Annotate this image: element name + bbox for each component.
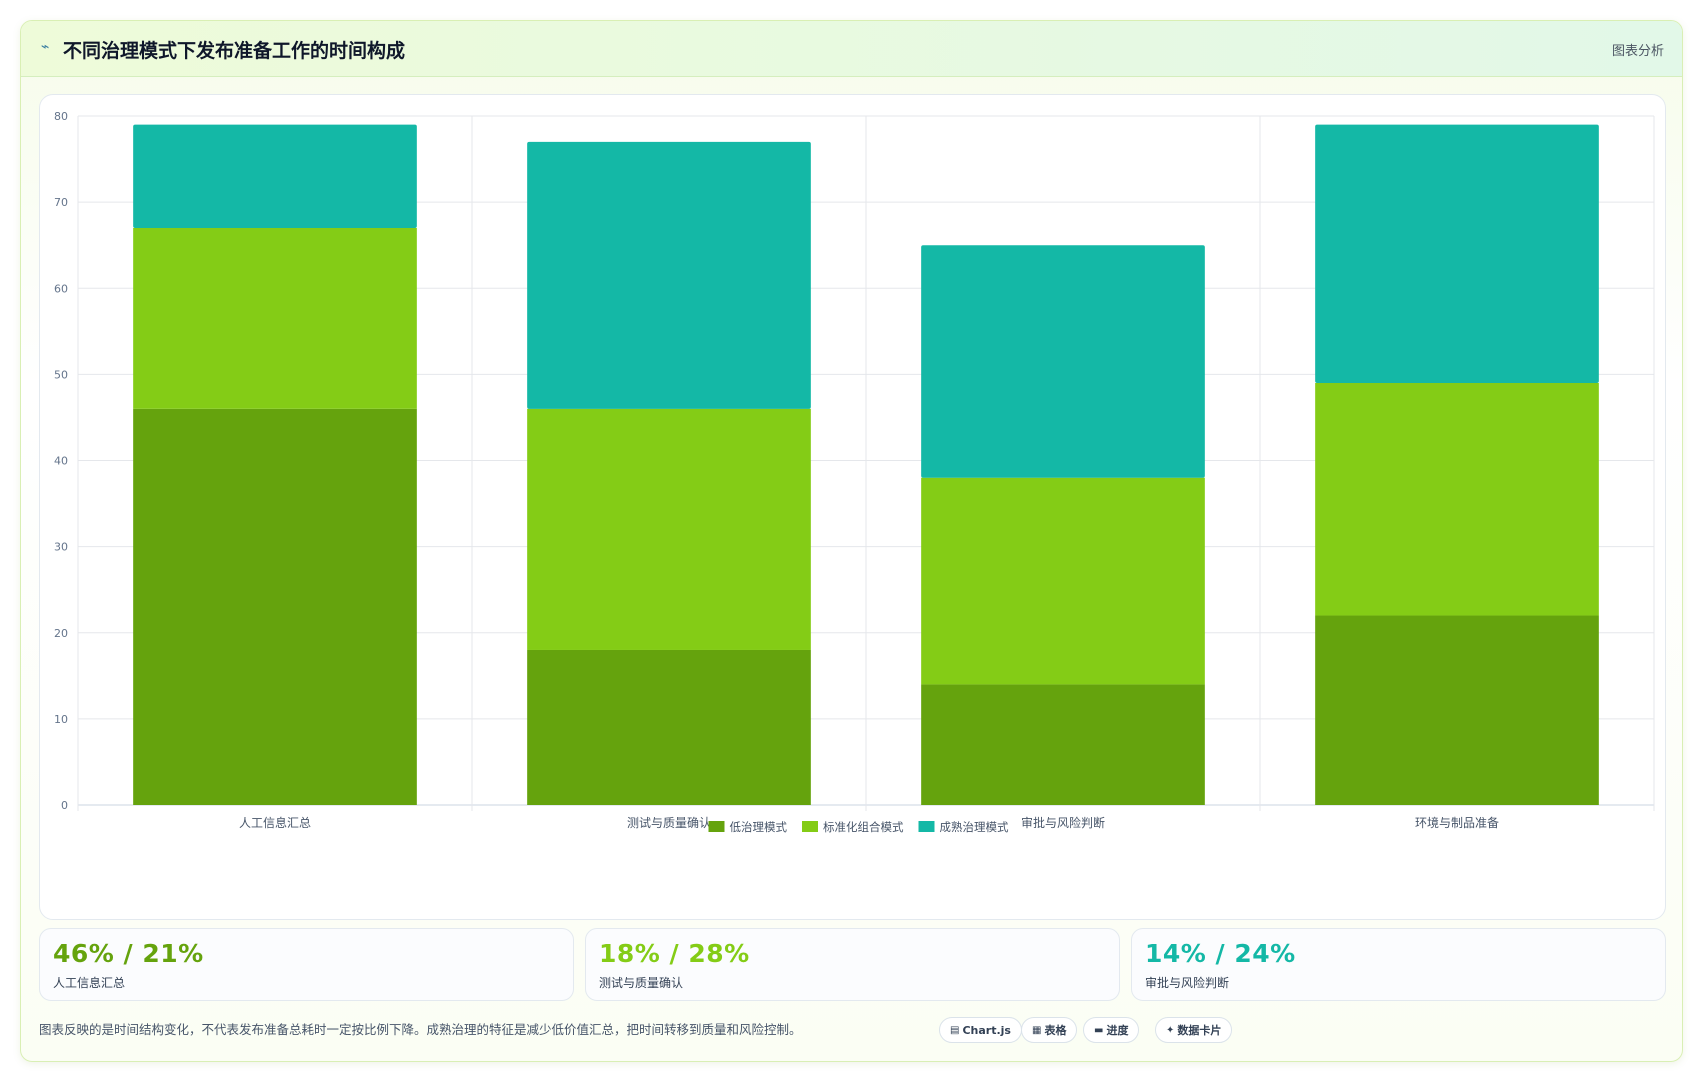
table-icon: ▦	[1032, 1024, 1042, 1036]
stat-value: 18% / 28%	[599, 939, 750, 968]
bar-segment	[133, 124, 417, 228]
x-tick-label: 环境与制品准备	[1415, 815, 1499, 830]
progress-icon: ▬	[1094, 1024, 1104, 1036]
bar-segment	[921, 245, 1205, 478]
chart-icon: ▤	[950, 1024, 960, 1036]
stacked-bar-chart: 0 10 20 30 40 50 60 70 80 人工信息汇总 测试与质量确认 审批与风险判断 环境与…	[54, 110, 1655, 834]
y-tick-label: 20	[54, 627, 68, 640]
y-tick-label: 40	[54, 455, 68, 468]
legend-label: 低治理模式	[730, 820, 788, 834]
bar-segment	[527, 649, 811, 805]
stat-card-approval-risk: 14% / 24% 审批与风险判断	[1131, 928, 1666, 1001]
bar-segment	[1315, 615, 1599, 805]
stat-card-testing-quality: 18% / 28% 测试与质量确认	[585, 928, 1120, 1001]
bar-segment	[921, 477, 1205, 685]
legend-swatch	[918, 821, 935, 832]
stat-label: 审批与风险判断	[1145, 976, 1230, 990]
y-tick-label: 70	[54, 196, 68, 209]
stat-card-manual-summary: 46% / 21% 人工信息汇总	[39, 928, 574, 1001]
x-tick-label: 测试与质量确认	[627, 815, 711, 830]
y-tick-label: 10	[54, 713, 68, 726]
y-tick-label: 80	[54, 110, 68, 123]
y-tick-label: 50	[54, 368, 68, 381]
y-tick-label: 0	[61, 799, 68, 812]
bar-segment	[133, 408, 417, 805]
tag-label: 数据卡片	[1177, 1024, 1222, 1037]
tag-label: Chart.js	[962, 1023, 1011, 1037]
tag-label: 表格	[1044, 1024, 1067, 1037]
bar-segment	[1315, 382, 1599, 616]
tag-table[interactable]: ▦ 表格	[1021, 1017, 1078, 1043]
chart-card: ⌁ 不同治理模式下发布准备工作的时间构成 图表分析 0 10 20 30 40 50 60 7…	[20, 20, 1683, 1062]
card-icon: ✦	[1166, 1024, 1175, 1036]
bar-segment	[1315, 124, 1599, 383]
tag-progress[interactable]: ▬ 进度	[1083, 1017, 1140, 1043]
chart-footnote: 图表反映的是时间结构变化，不代表发布准备总耗时一定按比例下降。成熟治理的特征是减…	[39, 1022, 802, 1037]
tag-chartjs[interactable]: ▤ Chart.js	[939, 1017, 1022, 1043]
stat-label: 测试与质量确认	[599, 976, 684, 990]
y-tick-label: 60	[54, 282, 68, 295]
chart-analysis-label: 图表分析	[1611, 44, 1664, 59]
chart-panel: 0 10 20 30 40 50 60 70 80 人工信息汇总 测试与质量确认 审批与风险判断 环境与…	[39, 94, 1666, 920]
stat-value: 14% / 24%	[1145, 939, 1296, 968]
wave-icon: ⌁	[41, 39, 50, 55]
legend-label: 成熟治理模式	[940, 820, 1009, 834]
chart-title: 不同治理模式下发布准备工作的时间构成	[63, 40, 406, 62]
stat-value: 46% / 21%	[53, 939, 204, 968]
y-tick-label: 30	[54, 541, 68, 554]
bar-segment	[527, 408, 811, 650]
legend-swatch	[708, 821, 725, 832]
bar-segment	[133, 227, 417, 409]
x-tick-label: 审批与风险判断	[1021, 815, 1105, 830]
bar-segment	[527, 141, 811, 409]
card-header: ⌁ 不同治理模式下发布准备工作的时间构成 图表分析	[21, 21, 1682, 77]
stat-label: 人工信息汇总	[53, 976, 126, 990]
legend-swatch	[802, 821, 818, 832]
x-tick-label: 人工信息汇总	[239, 815, 311, 830]
tag-label: 进度	[1106, 1024, 1129, 1037]
bar-segment	[921, 684, 1205, 805]
tag-data-card[interactable]: ✦ 数据卡片	[1155, 1017, 1233, 1043]
legend-label: 标准化组合模式	[823, 820, 904, 834]
